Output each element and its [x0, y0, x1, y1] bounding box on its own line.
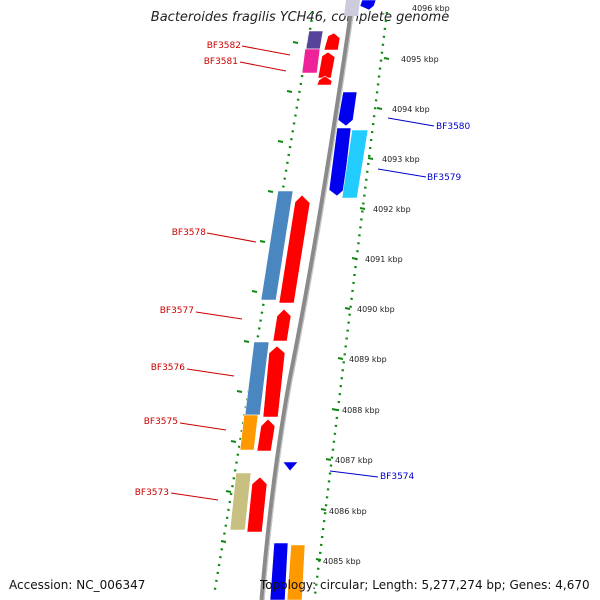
gene-label[interactable]: BF3578: [172, 228, 207, 238]
gene-bf3575[interactable]: [239, 414, 259, 451]
kbp-label: 4093 kbp: [382, 155, 420, 164]
gene-label[interactable]: BF3573: [135, 488, 169, 498]
kbp-label: 4092 kbp: [373, 205, 411, 214]
right-tick-rail: [313, 11, 389, 596]
gene-label[interactable]: BF3576: [151, 363, 186, 373]
genome-backbone-highlight: [263, 7, 355, 600]
gene-bf3579-blue[interactable]: [328, 127, 352, 197]
map-title: Bacteroides fragilis YCH46, complete gen…: [150, 10, 450, 25]
gene-label[interactable]: BF3582: [207, 41, 241, 51]
kbp-scale: 4096 kbp 4095 kbp 4094 kbp 4093 kbp 4092…: [323, 4, 450, 566]
gene-label[interactable]: BF3577: [160, 306, 194, 316]
right-rail-major-ticks: [315, 57, 390, 561]
gene-red-arrow[interactable]: [246, 476, 268, 533]
gene-label[interactable]: BF3580: [436, 122, 471, 132]
gene-red-arrow[interactable]: [262, 345, 286, 418]
left-rail-major-ticks: [220, 41, 299, 543]
gene-label[interactable]: BF3579: [427, 173, 462, 183]
genome-backbone: [259, 7, 355, 600]
gene-label[interactable]: BF3574: [380, 472, 415, 482]
gene-bf3580[interactable]: [337, 91, 358, 127]
gene-red-arrow[interactable]: [323, 32, 341, 51]
kbp-label: 4087 kbp: [335, 456, 373, 465]
kbp-label: 4089 kbp: [349, 355, 387, 364]
gene-lower-orange[interactable]: [286, 544, 306, 600]
gene-bf3576[interactable]: [244, 341, 270, 416]
gene-red-arrow[interactable]: [272, 308, 292, 342]
kbp-label: 4096 kbp: [412, 4, 450, 13]
gene-bf3578[interactable]: [260, 190, 294, 301]
gene-bf3574[interactable]: [282, 461, 299, 472]
kbp-label: 4095 kbp: [401, 55, 439, 64]
gene-top-faded[interactable]: [344, 0, 360, 16]
genome-summary-text: Topology: circular; Length: 5,277,274 bp…: [260, 578, 590, 592]
gene-red-arrow[interactable]: [278, 194, 311, 304]
gene-bf3579[interactable]: [341, 129, 369, 199]
kbp-label: 4088 kbp: [342, 406, 380, 415]
kbp-label: 4094 kbp: [392, 105, 430, 114]
gene-red-arrow[interactable]: [317, 51, 336, 79]
kbp-label: 4085 kbp: [323, 557, 361, 566]
gene-label[interactable]: BF3575: [144, 417, 178, 427]
gene-bf3581[interactable]: [301, 48, 321, 74]
kbp-label: 4090 kbp: [357, 305, 395, 314]
gene-lower-blue[interactable]: [269, 542, 289, 600]
leader-lines: [170, 45, 435, 501]
accession-text: Accession: NC_006347: [9, 578, 146, 592]
gene-top-blue[interactable]: [359, 0, 377, 11]
gene-bf3582[interactable]: [305, 30, 324, 50]
kbp-label: 4091 kbp: [365, 255, 403, 264]
gene-red-arrow[interactable]: [256, 418, 276, 452]
gene-label[interactable]: BF3581: [204, 57, 238, 67]
gene-red-arrow[interactable]: [316, 75, 333, 86]
gene-bf3573[interactable]: [229, 472, 252, 531]
kbp-label: 4086 kbp: [329, 507, 367, 516]
